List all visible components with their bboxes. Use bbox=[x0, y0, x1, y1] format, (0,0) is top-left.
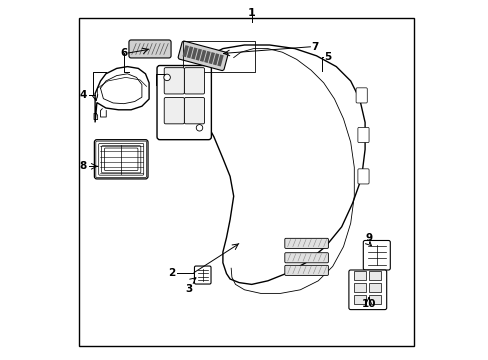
Polygon shape bbox=[212, 53, 219, 65]
FancyBboxPatch shape bbox=[184, 68, 204, 94]
Bar bbox=[354, 295, 366, 304]
FancyBboxPatch shape bbox=[363, 240, 389, 270]
FancyBboxPatch shape bbox=[178, 41, 227, 71]
Polygon shape bbox=[208, 52, 215, 64]
Polygon shape bbox=[217, 54, 223, 67]
Bar bbox=[368, 295, 380, 304]
FancyBboxPatch shape bbox=[157, 66, 211, 140]
Polygon shape bbox=[186, 46, 193, 58]
Polygon shape bbox=[200, 50, 206, 62]
FancyBboxPatch shape bbox=[357, 127, 368, 143]
Bar bbox=[354, 283, 366, 292]
Text: 6: 6 bbox=[120, 48, 127, 58]
FancyBboxPatch shape bbox=[348, 270, 386, 310]
FancyBboxPatch shape bbox=[184, 98, 204, 124]
Text: 9: 9 bbox=[365, 233, 371, 243]
Bar bbox=[354, 271, 366, 280]
FancyBboxPatch shape bbox=[129, 40, 171, 58]
Circle shape bbox=[163, 74, 170, 81]
Polygon shape bbox=[95, 67, 149, 122]
Bar bbox=[368, 283, 380, 292]
Polygon shape bbox=[192, 45, 365, 284]
FancyBboxPatch shape bbox=[284, 238, 328, 248]
Text: 1: 1 bbox=[247, 8, 255, 18]
FancyBboxPatch shape bbox=[164, 68, 184, 94]
FancyBboxPatch shape bbox=[284, 265, 328, 275]
Text: 5: 5 bbox=[323, 51, 330, 62]
Polygon shape bbox=[195, 49, 202, 61]
Polygon shape bbox=[204, 51, 210, 63]
FancyBboxPatch shape bbox=[164, 98, 184, 124]
Polygon shape bbox=[191, 48, 197, 59]
FancyBboxPatch shape bbox=[284, 253, 328, 263]
Polygon shape bbox=[182, 45, 188, 57]
Text: 8: 8 bbox=[80, 161, 87, 171]
FancyBboxPatch shape bbox=[355, 88, 366, 103]
Text: 10: 10 bbox=[361, 299, 375, 309]
Text: 2: 2 bbox=[168, 267, 175, 278]
FancyBboxPatch shape bbox=[94, 140, 148, 179]
Text: 3: 3 bbox=[184, 284, 192, 294]
Circle shape bbox=[196, 125, 203, 131]
FancyBboxPatch shape bbox=[357, 169, 368, 184]
FancyBboxPatch shape bbox=[194, 266, 211, 284]
Bar bbox=[368, 271, 380, 280]
Text: 4: 4 bbox=[80, 90, 87, 100]
Text: 7: 7 bbox=[311, 42, 319, 52]
